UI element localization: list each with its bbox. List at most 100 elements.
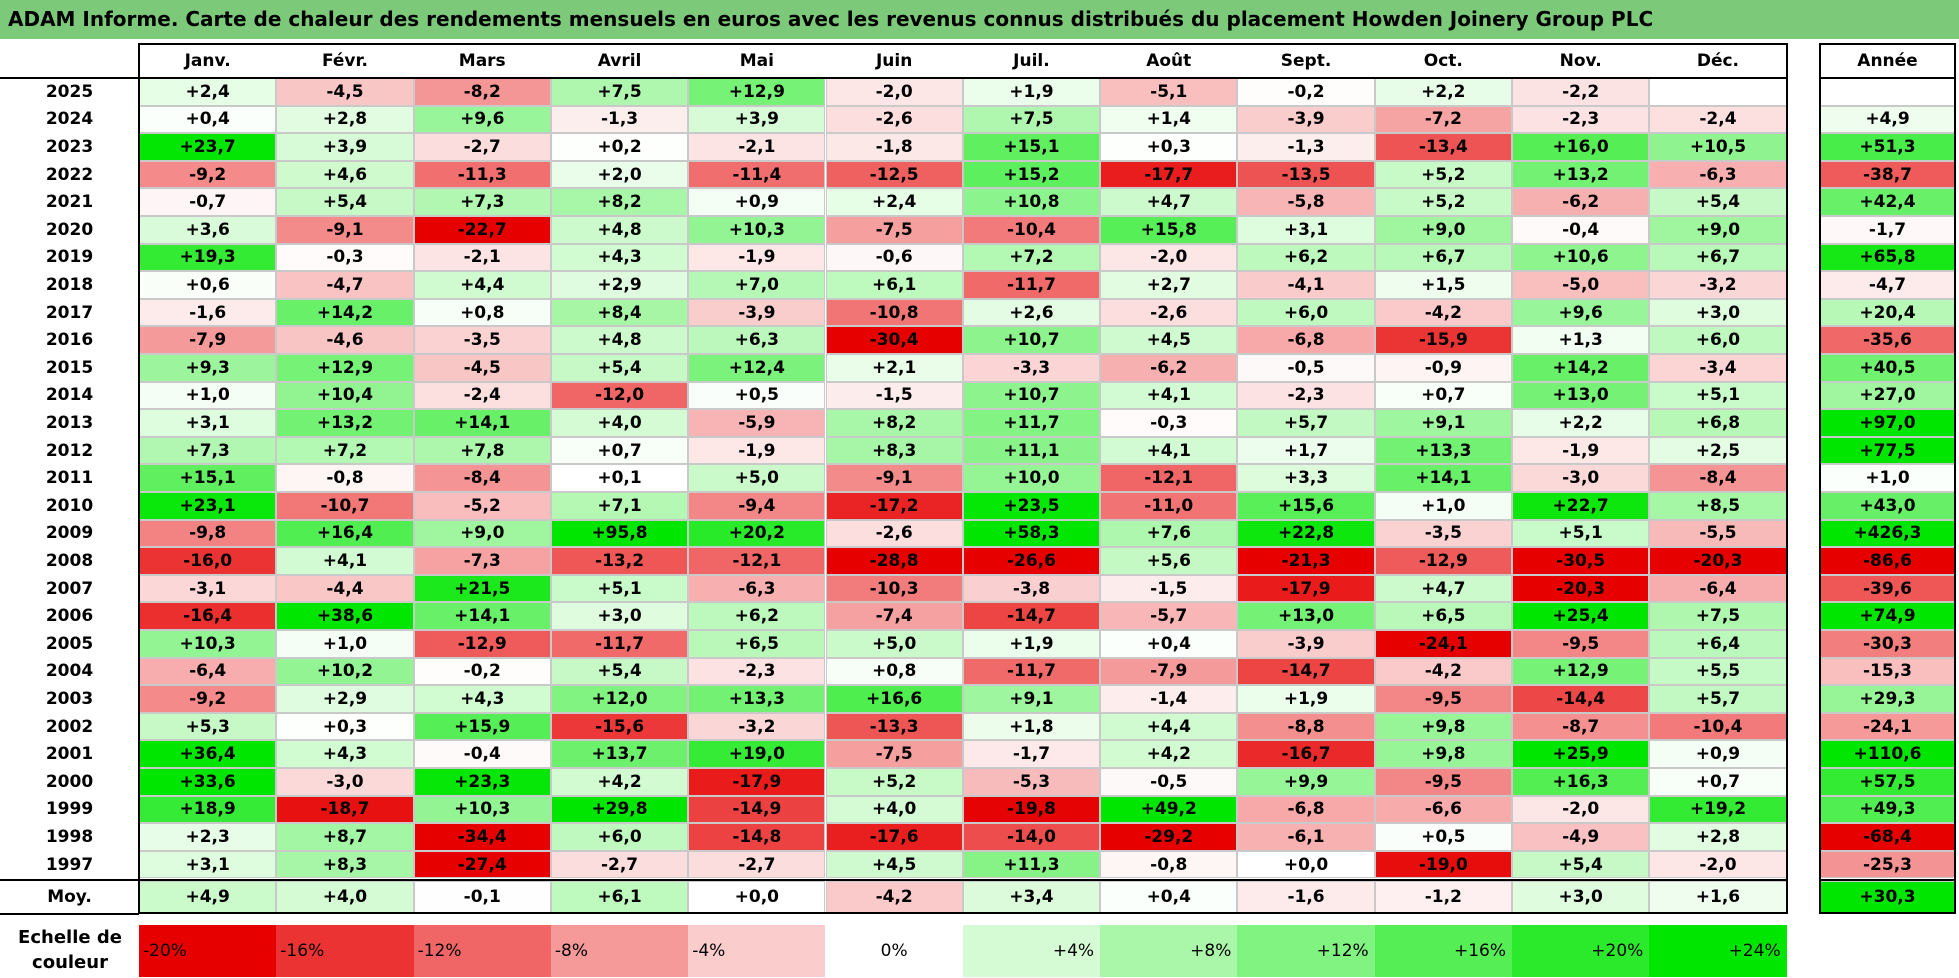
heatmap-cell: +0,6: [139, 271, 277, 299]
heatmap-cell: -17,9: [688, 768, 826, 796]
heatmap-cell: -4,2: [1374, 657, 1512, 686]
heatmap-cell: +10,7: [962, 381, 1101, 410]
heatmap-cell: -12,0: [550, 381, 689, 410]
heatmap-cell: +6,0: [1649, 326, 1787, 354]
heatmap-cell: -12,9: [1374, 547, 1512, 575]
heatmap-cell: -1,4: [1100, 685, 1238, 713]
year-label: 2019: [45, 247, 94, 268]
heatmap-cell: -9,5: [1374, 768, 1512, 796]
heatmap-cell: +14,1: [413, 409, 551, 437]
heatmap-cell: -1,5: [1100, 574, 1238, 603]
heatmap-cell: -2,1: [688, 133, 826, 161]
annual-cell: +40,5: [1820, 354, 1955, 382]
heatmap-cell: +4,7: [1100, 188, 1238, 216]
heatmap-cell: +7,5: [962, 105, 1101, 134]
year-label: 2018: [45, 274, 94, 295]
heatmap-cell: -5,3: [962, 768, 1101, 796]
heatmap-cell: -29,2: [1100, 823, 1238, 851]
heatmap-cell: -7,5: [825, 216, 963, 244]
year-label: 2020: [45, 219, 94, 240]
report-title: ADAM Informe. Carte de chaleur des rende…: [0, 0, 1959, 39]
heatmap-cell: +12,9: [1512, 657, 1650, 686]
heatmap-cell: -3,5: [1374, 519, 1512, 548]
heatmap-cell: +1,0: [1374, 492, 1512, 520]
heatmap-cell: +8,3: [825, 436, 963, 465]
heatmap-cell: -14,7: [962, 602, 1101, 630]
annual-cell: +97,0: [1820, 409, 1955, 437]
heatmap-cell: -5,8: [1237, 188, 1375, 216]
heatmap-cell: +8,2: [825, 409, 963, 437]
heatmap-cell: -17,9: [1237, 574, 1375, 603]
month-header: Mars: [458, 51, 506, 71]
annual-cell: +20,4: [1820, 298, 1955, 327]
heatmap-cell: +9,6: [413, 105, 551, 134]
heatmap-cell: +3,1: [139, 409, 277, 437]
heatmap-cell: -9,2: [139, 685, 277, 713]
heatmap-cell: +5,0: [688, 464, 826, 492]
heatmap-cell: +2,0: [550, 160, 689, 189]
heatmap-cell: +9,8: [1374, 712, 1512, 741]
heatmap-cell: -27,4: [413, 850, 551, 879]
heatmap-cell: -17,6: [825, 823, 963, 851]
year-label: 2011: [45, 468, 94, 489]
month-header: Mai: [739, 51, 774, 71]
heatmap-cell: -3,9: [1237, 630, 1375, 658]
year-label: 2001: [45, 744, 94, 765]
heatmap-cell: -14,8: [688, 823, 826, 851]
average-cell: +1,6: [1649, 881, 1787, 914]
heatmap-cell: -21,3: [1237, 547, 1375, 575]
year-label: 2017: [45, 302, 94, 323]
heatmap-cell: -0,5: [1100, 768, 1238, 796]
heatmap-cell: +3,3: [1237, 464, 1375, 492]
heatmap-cell: +0,3: [1100, 133, 1238, 161]
heatmap-cell: -0,8: [276, 464, 414, 492]
heatmap-cell: -4,2: [1374, 298, 1512, 327]
year-label: 2007: [45, 578, 94, 599]
heatmap-cell: +11,1: [962, 436, 1101, 465]
average-cell: +4,0: [276, 881, 414, 914]
heatmap-cell: +3,1: [139, 850, 277, 879]
heatmap-cell: -28,8: [825, 547, 963, 575]
year-label: 2006: [45, 606, 94, 627]
heatmap-cell: -2,0: [825, 78, 963, 106]
heatmap-cell: +7,5: [550, 78, 689, 106]
annual-cell: +49,3: [1820, 795, 1955, 824]
heatmap-cell: +0,0: [1237, 850, 1375, 879]
heatmap-cell: +9,8: [1374, 740, 1512, 768]
color-scale-label: Echelle de couleur: [18, 927, 122, 973]
heatmap-cell: -2,0: [1649, 850, 1787, 879]
year-label: 2002: [45, 716, 94, 737]
heatmap-cell: +5,5: [1649, 657, 1787, 686]
heatmap-cell: +9,0: [1649, 216, 1787, 244]
heatmap-cell: -0,9: [1374, 354, 1512, 382]
heatmap-cell: +9,1: [962, 685, 1101, 713]
heatmap-cell: +21,5: [413, 574, 551, 603]
heatmap-cell: +3,1: [1237, 216, 1375, 244]
scale-swatch: +12%: [1237, 925, 1375, 977]
heatmap-cell: +58,3: [962, 519, 1101, 548]
heatmap-cell: +1,9: [962, 630, 1101, 658]
year-label: 2000: [45, 771, 94, 792]
heatmap-cell: +7,5: [1649, 602, 1787, 630]
heatmap-cell: +5,0: [825, 630, 963, 658]
heatmap-cell: -3,0: [1512, 464, 1650, 492]
heatmap-cell: -20,3: [1512, 574, 1650, 603]
average-cell: +3,4: [962, 881, 1101, 914]
heatmap-cell: +1,0: [276, 630, 414, 658]
heatmap-cell: +5,4: [550, 354, 689, 382]
heatmap-cell: -4,1: [1237, 271, 1375, 299]
heatmap-cell: +12,0: [550, 685, 689, 713]
average-rule-annual: [1820, 879, 1955, 882]
heatmap-cell: -6,6: [1374, 795, 1512, 824]
heatmap-cell: -1,9: [688, 243, 826, 272]
year-label: 2005: [45, 633, 94, 654]
heatmap-cell: +13,2: [276, 409, 414, 437]
heatmap-cell: -12,1: [688, 547, 826, 575]
scale-swatch: -16%: [276, 925, 414, 977]
heatmap-cell: +5,2: [1374, 160, 1512, 189]
heatmap-cell: +14,2: [276, 298, 414, 327]
heatmap-cell: -9,5: [1374, 685, 1512, 713]
year-label: 2013: [45, 412, 94, 433]
year-label: 2023: [45, 136, 94, 157]
heatmap-cell: -6,4: [1649, 574, 1787, 603]
